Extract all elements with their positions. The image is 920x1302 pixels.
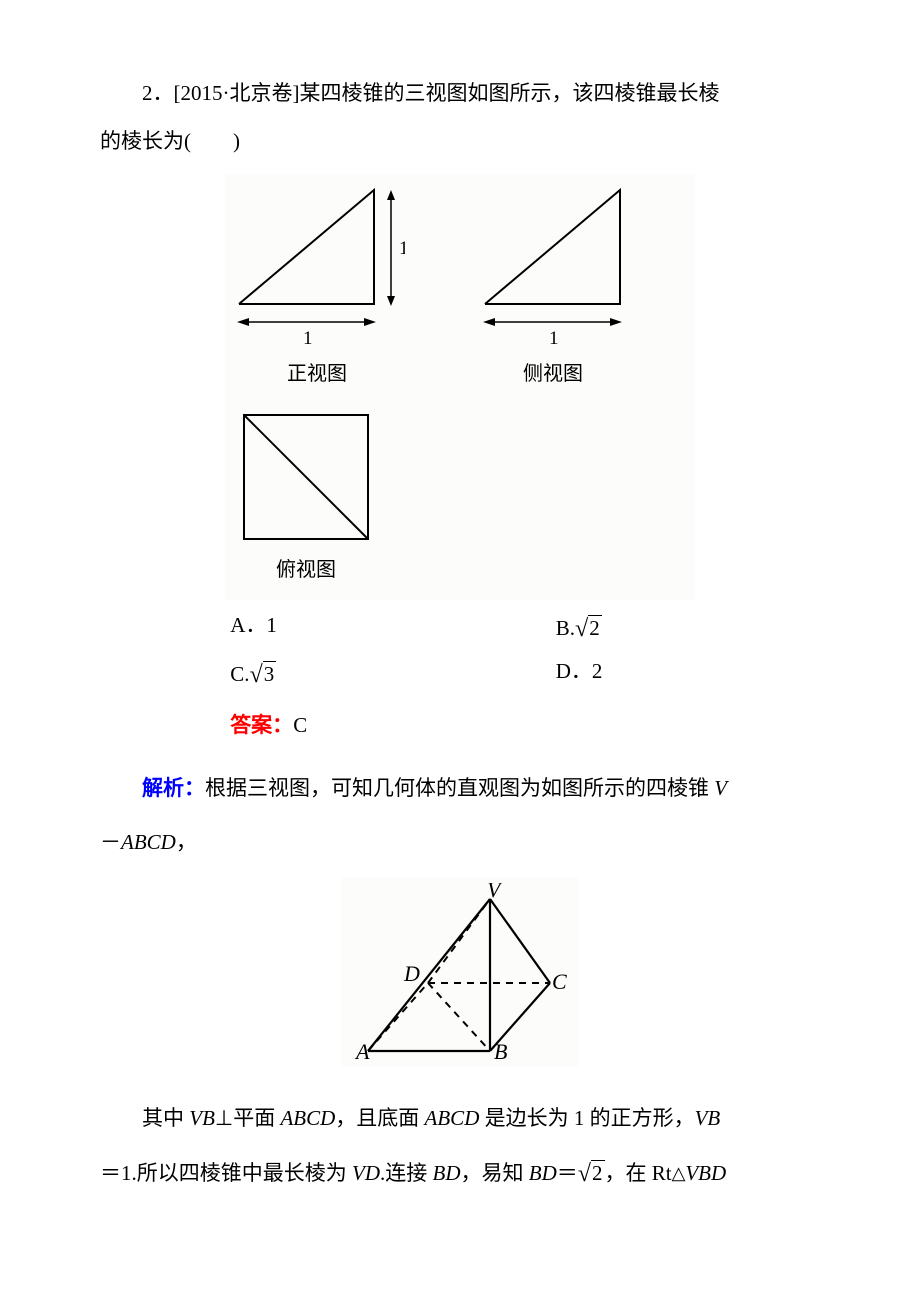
explain-var-v: V [714,776,727,800]
dim-w-side: 1 [549,328,559,348]
explain-para2: －ABCD， [100,819,820,865]
q-number: 2 [142,81,153,105]
triangle-icon: △ [672,1163,686,1183]
explain-var-abcd: ABCD [121,830,176,854]
options-block: A．1 B.2 C.3 D．2 [230,606,820,698]
question-stem: 2．[2015·北京卷]某四棱锥的三视图如图所示，该四棱锥最长棱 [100,70,820,116]
three-views-figure: 1 1 正视图 1 侧视图 [100,174,820,600]
top-view-svg [239,410,373,544]
side-view: 1 侧视图 [475,186,631,396]
option-c: C.3 [230,652,556,698]
dim-h: 1 [399,238,405,259]
top-view-label: 俯视图 [276,548,336,592]
top-view: 俯视图 [239,410,373,592]
side-view-svg: 1 [475,186,631,348]
option-b: B.2 [556,606,820,652]
answer-value: C [293,713,307,737]
front-view: 1 1 正视图 [229,186,405,396]
answer-line: 答案：C [230,702,820,749]
label-b: B [494,1039,507,1061]
dim-w-front: 1 [303,328,313,348]
side-view-label: 侧视图 [523,352,583,396]
front-view-label: 正视图 [287,352,347,396]
question-stem-line2: 的棱长为( ) [100,118,820,164]
q-stem1: 某四棱锥的三视图如图所示，该四棱锥最长棱 [299,81,719,105]
option-d: D．2 [556,652,820,698]
answer-label: 答案： [230,714,293,737]
label-v: V [487,883,503,902]
q-dot: ． [153,81,174,105]
explain-para: 解析：根据三视图，可知几何体的直观图为如图所示的四棱锥 V [100,765,820,812]
tail-para1: 其中 VB⊥平面 ABCD，且底面 ABCD 是边长为 1 的正方形，VB [100,1095,820,1141]
pyramid-figure: V A B C D [100,877,820,1083]
option-a: A．1 [230,606,556,652]
label-d: D [403,961,420,986]
label-c: C [552,969,567,994]
explain-l2a: － [100,830,121,854]
pyramid-svg: V A B C D [350,883,570,1061]
explain-label: 解析： [142,777,205,800]
q-source: [2015·北京卷] [174,81,300,105]
explain-l1a: 根据三视图，可知几何体的直观图为如图所示的四棱锥 [205,776,714,800]
q-stem2: 的棱长为( ) [100,129,240,153]
tail-para2: ＝1.所以四棱锥中最长棱为 VD.连接 BD，易知 BD＝2，在 Rt△VBD [100,1147,820,1200]
explain-l2b: ， [176,830,197,854]
front-view-svg: 1 1 [229,186,405,348]
label-a: A [354,1039,370,1061]
